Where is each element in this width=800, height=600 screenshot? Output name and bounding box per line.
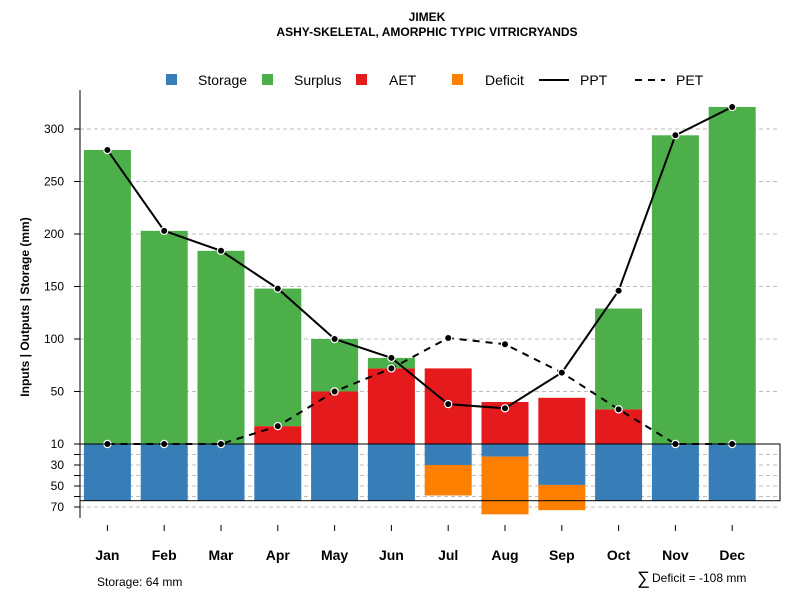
ppt-line [106,106,733,410]
chart-title: JIMEK [409,10,446,24]
pet-line-point-aug [500,340,510,349]
aet-bar-sep [538,397,586,444]
y-axis-label: Inputs | Outputs | Storage (mm) [18,217,32,396]
storage-bar-mar [197,444,245,501]
x-tick-label-jun: Jun [379,547,404,563]
surplus-bar-nov [651,135,699,445]
ppt-line-point-jan [103,145,112,155]
storage-bar-oct [595,444,643,501]
legend-label-surplus: Surplus [294,72,341,88]
aet-bar-may [311,391,359,444]
x-tick-label-mar: Mar [209,547,234,563]
deficit-sum-symbol: ∑ [637,568,650,588]
legend-swatch-deficit [452,74,463,85]
ppt-line-point-dec [728,102,737,112]
aet-bar-jun [367,368,415,444]
storage-bar-may [311,444,359,501]
ppt-line-point-jul [444,399,453,409]
pet-line-point-jun [387,364,396,373]
y-tick-label-lower: 50 [51,479,65,493]
storage-bar-apr [254,444,302,501]
ppt-line-point-may [330,334,339,344]
legend-label-deficit: Deficit [485,72,524,88]
surplus-bar-jan [83,150,131,444]
deficit-footnote: Deficit = -108 mm [652,571,746,585]
x-tick-label-oct: Oct [607,547,631,563]
surplus-bar-dec [708,106,756,444]
ppt-line-point-oct [614,286,623,295]
legend-label-aet: AET [389,72,417,88]
deficit-bar-jul [424,465,472,496]
bars-group [83,106,756,515]
storage-bar-dec [708,444,756,501]
storage-bar-feb [140,444,188,501]
x-tick-label-jan: Jan [95,547,119,563]
storage-bar-jun [367,444,415,501]
legend: Storage Surplus AET Deficit PPT PET [166,72,704,88]
pet-line-point-apr [273,421,282,431]
x-tick-label-feb: Feb [152,547,177,563]
storage-bar-jul [424,444,472,465]
chart-subtitle: ASHY-SKELETAL, AMORPHIC TYPIC VITRICRYAN… [276,25,577,39]
surplus-bar-feb [140,230,188,444]
deficit-bar-sep [538,484,586,511]
ppt-line-point-nov [671,131,680,140]
y-tick-label-upper: 200 [44,227,64,241]
storage-bar-nov [651,444,699,501]
aet-bar-oct [595,409,643,444]
x-tick-label-aug: Aug [491,547,518,563]
ppt-line-point-sep [557,368,567,377]
storage-bar-sep [538,444,586,485]
y-tick-label-upper: 100 [44,332,64,346]
y-tick-label-lower: 70 [51,500,65,514]
y-tick-label-upper: 50 [51,385,65,399]
ppt-line-point-feb [159,226,169,236]
surplus-bar-oct [595,308,643,410]
x-tick-label-dec: Dec [719,547,745,563]
ppt-line-point-mar [216,246,226,255]
y-tick-label-upper: 250 [44,175,64,189]
x-tick-label-nov: Nov [662,547,689,563]
x-tick-label-may: May [321,547,348,563]
y-tick-label-upper: 150 [44,280,64,294]
pet-line-point-jul [444,333,453,343]
legend-label-ppt: PPT [580,72,608,88]
deficit-bar-aug [481,456,529,515]
x-tick-label-apr: Apr [266,547,291,563]
legend-swatch-surplus [262,74,273,85]
x-tick-label-sep: Sep [549,547,575,563]
surplus-bar-apr [254,288,302,427]
storage-bar-aug [481,444,529,457]
axes-group: 50 100 150 200 250 300 10 30 50 70 Jan Feb Mar Apr May… [44,90,781,563]
legend-swatch-aet [356,74,367,85]
pet-line-point-oct [614,405,623,414]
y-tick-label-lower: 30 [51,458,65,472]
pet-line-point-may [330,387,339,396]
ppt-line-point-jun [387,353,396,363]
legend-label-storage: Storage [198,72,247,88]
ppt-line-point-aug [500,404,510,413]
y-tick-label-lower: 10 [51,437,65,451]
surplus-bar-may [311,339,359,392]
surplus-bar-jun [367,357,415,369]
legend-swatch-storage [166,74,177,85]
surplus-bar-mar [197,250,245,444]
x-tick-label-jul: Jul [438,547,458,563]
ppt-line-point-apr [273,284,282,293]
legend-label-pet: PET [676,72,704,88]
storage-footnote: Storage: 64 mm [97,575,182,589]
y-tick-label-upper: 300 [44,122,64,136]
storage-bar-jan [83,444,131,501]
